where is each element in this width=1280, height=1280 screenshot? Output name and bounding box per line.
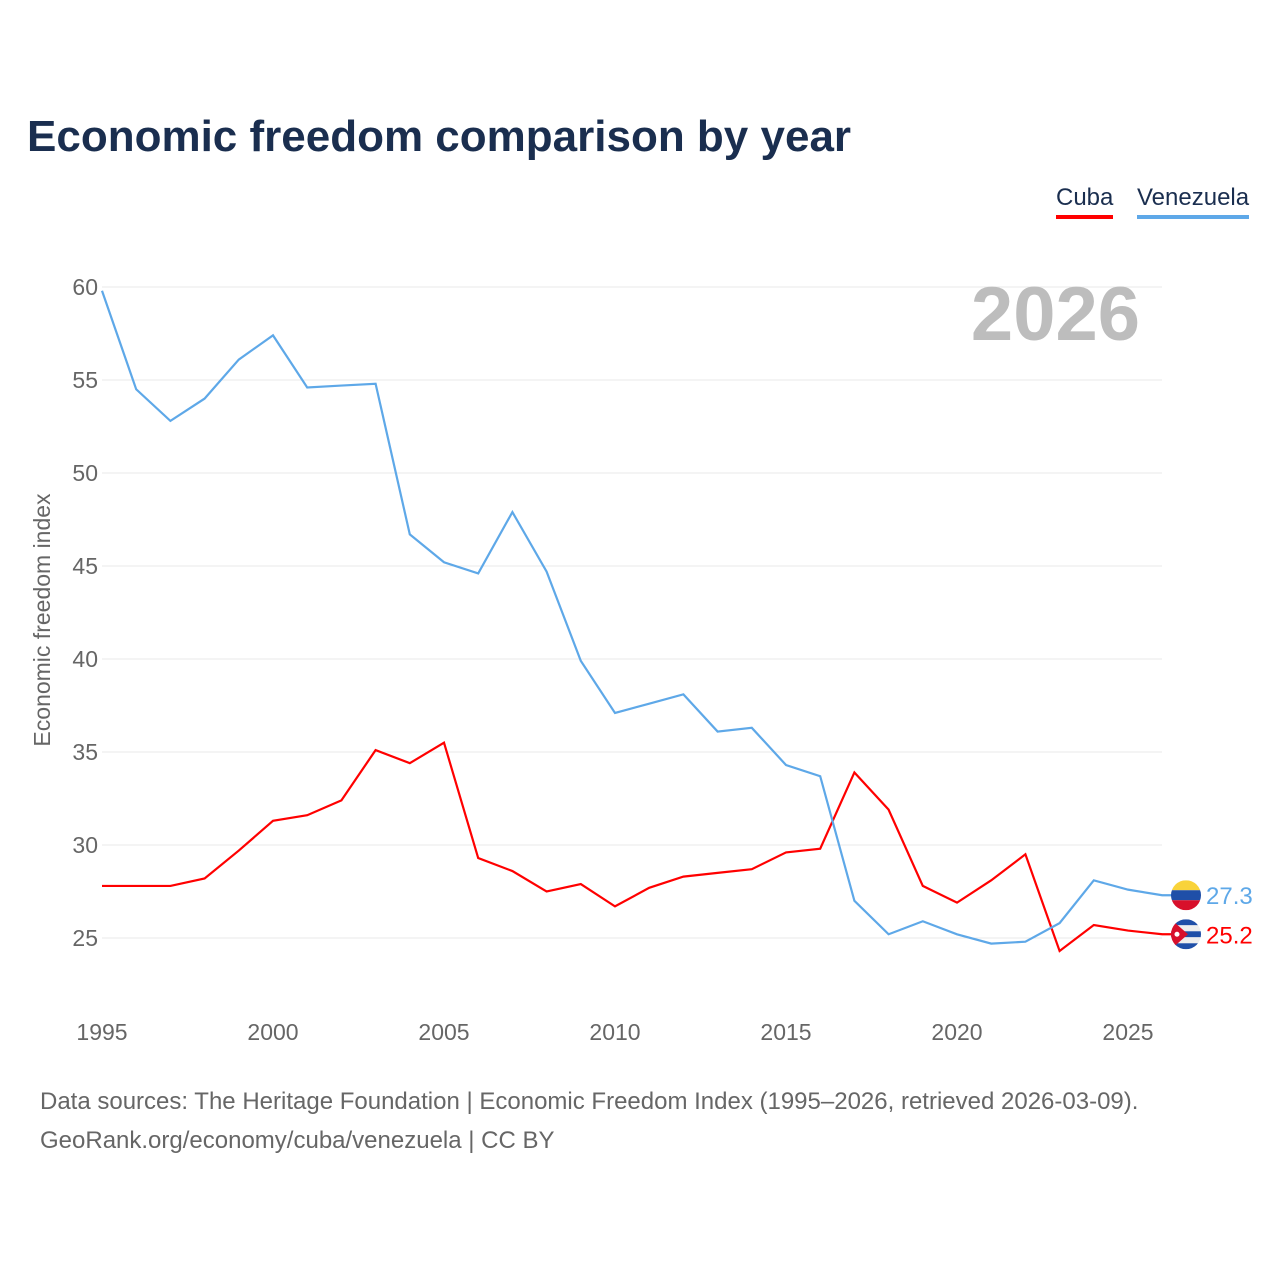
x-tick-label: 1995 [76, 1019, 127, 1045]
chart-title: Economic freedom comparison by year [27, 112, 852, 161]
footer-attribution: GeoRank.org/economy/cuba/venezuela | CC … [40, 1127, 555, 1154]
footer-sources: Data sources: The Heritage Foundation | … [40, 1088, 1139, 1115]
y-tick-label: 25 [72, 925, 98, 951]
y-tick-label: 60 [72, 274, 98, 300]
y-tick-label: 30 [72, 832, 98, 858]
year-watermark: 2026 [971, 272, 1140, 357]
y-axis-label: Economic freedom index [29, 493, 55, 747]
venezuela-flag-icon [1171, 880, 1201, 911]
y-tick-label: 50 [72, 460, 98, 486]
x-tick-label: 2015 [760, 1019, 811, 1045]
y-tick-label: 45 [72, 553, 98, 579]
series-line-cuba [102, 741, 1187, 953]
x-tick-label: 2005 [418, 1019, 469, 1045]
y-tick-label: 40 [72, 646, 98, 672]
x-tick-label: 2025 [1102, 1019, 1153, 1045]
y-tick-label: 55 [72, 367, 98, 393]
end-value-label-venezuela: 27.3 [1206, 883, 1253, 910]
y-tick-label: 35 [72, 739, 98, 765]
end-value-label-cuba: 25.2 [1206, 922, 1253, 949]
x-tick-label: 2020 [931, 1019, 982, 1045]
cuba-flag-icon [1171, 919, 1201, 950]
x-tick-label: 2010 [589, 1019, 640, 1045]
legend-cuba[interactable]: Cuba [1056, 184, 1114, 219]
x-tick-label: 2000 [247, 1019, 298, 1045]
legend-venezuela[interactable]: Venezuela [1137, 184, 1250, 219]
series-line-venezuela [100, 290, 1187, 945]
